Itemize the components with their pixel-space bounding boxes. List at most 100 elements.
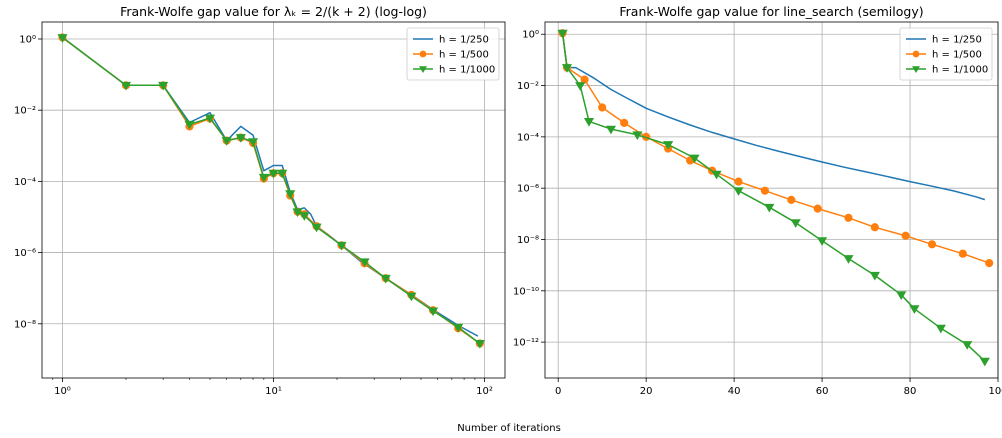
- data-point: [557, 29, 568, 39]
- data-point: [927, 240, 937, 249]
- series-2: [558, 29, 994, 268]
- chart-right-semilogy: Frank-Wolfe gap value for line_search (s…: [513, 4, 1002, 397]
- data-point: [299, 212, 310, 221]
- data-point: [277, 169, 288, 179]
- x-tick-label: 60: [816, 386, 829, 397]
- y-tick-label: 10⁻⁸: [517, 235, 539, 246]
- data-point: [985, 259, 994, 268]
- x-tick-label: 100: [988, 386, 1002, 397]
- legend-swatch-marker: [419, 66, 427, 73]
- data-point: [605, 125, 617, 135]
- data-point: [909, 305, 920, 314]
- data-point: [901, 231, 910, 240]
- legend-item: h = 1/1000: [906, 65, 988, 76]
- axes-frame: [41, 21, 506, 379]
- data-point: [896, 291, 907, 300]
- x-tick-label: 10¹: [265, 386, 282, 397]
- data-point: [734, 177, 743, 186]
- y-tick-label: 10⁻⁴: [14, 177, 36, 188]
- data-point: [843, 255, 854, 264]
- data-point: [158, 81, 169, 91]
- series-3: [557, 29, 990, 367]
- data-point: [453, 323, 464, 333]
- data-point: [962, 341, 973, 350]
- y-tick-label: 10⁻¹⁰: [513, 286, 539, 297]
- y-tick-label: 10⁻⁶: [14, 248, 36, 259]
- chart-title: Frank-Wolfe gap value for λₖ = 2/(k + 2)…: [120, 4, 427, 19]
- data-point: [620, 118, 629, 128]
- series-3: [57, 34, 485, 349]
- y-tick-label: 10⁰: [19, 34, 36, 45]
- data-point: [787, 195, 796, 204]
- legend-label: h = 1/250: [932, 35, 982, 46]
- x-tick-label: 10⁰: [54, 386, 71, 397]
- x-tick-label: 40: [728, 386, 741, 397]
- y-tick-label: 10⁻²: [14, 106, 36, 117]
- legend-label: h = 1/500: [439, 50, 489, 61]
- legend-label: h = 1/250: [439, 35, 489, 46]
- data-point: [285, 190, 296, 199]
- data-point: [663, 141, 674, 150]
- y-tick-label: 10⁻¹²: [513, 338, 539, 349]
- x-tick-label: 0: [555, 386, 561, 397]
- legend-swatch-marker: [912, 50, 920, 58]
- series-line: [561, 33, 986, 201]
- data-point: [221, 137, 232, 146]
- data-point: [184, 120, 195, 130]
- chart-title: Frank-Wolfe gap value for line_search (s…: [619, 4, 923, 19]
- legend-box: [406, 27, 500, 81]
- data-point: [359, 258, 370, 268]
- legend-swatch-marker: [419, 50, 427, 58]
- legend-label: h = 1/1000: [932, 65, 988, 76]
- series-line: [62, 36, 481, 345]
- data-point: [733, 187, 744, 196]
- y-tick-label: 10⁻⁶: [517, 184, 539, 195]
- data-point: [711, 170, 722, 180]
- data-point: [790, 219, 801, 228]
- data-point: [235, 134, 246, 143]
- data-point: [474, 340, 485, 349]
- data-point: [406, 292, 417, 302]
- legend-item: h = 1/500: [906, 50, 982, 61]
- data-point: [958, 249, 967, 258]
- data-point: [817, 237, 828, 246]
- x-tick-label: 20: [640, 386, 653, 397]
- data-point: [311, 223, 322, 233]
- data-point: [561, 64, 573, 73]
- x-tick-label: 80: [904, 386, 917, 397]
- data-point: [380, 274, 391, 284]
- series-1: [561, 33, 986, 201]
- data-point: [844, 213, 853, 222]
- axes-frame: [544, 21, 999, 379]
- y-tick-label: 10⁰: [522, 30, 539, 41]
- data-point: [689, 154, 700, 164]
- legend-item: h = 1/500: [413, 50, 489, 61]
- data-point: [258, 173, 269, 183]
- data-point: [935, 324, 946, 334]
- data-point: [57, 34, 68, 43]
- legend: h = 1/250 h = 1/500 h = 1/1000: [406, 27, 500, 81]
- data-point: [598, 103, 607, 112]
- legend-label: h = 1/1000: [439, 65, 495, 76]
- data-point: [632, 131, 643, 141]
- chart-left-loglog: Frank-Wolfe gap value for λₖ = 2/(k + 2)…: [14, 4, 506, 397]
- legend: h = 1/250 h = 1/500 h = 1/1000: [899, 27, 993, 81]
- legend-item: h = 1/1000: [413, 65, 495, 76]
- data-point: [427, 307, 439, 317]
- data-point: [870, 223, 879, 232]
- data-point: [204, 114, 216, 124]
- legend-box: [899, 27, 993, 81]
- legend-item: h = 1/250: [906, 35, 982, 46]
- data-point: [247, 138, 259, 147]
- legend-swatch-marker: [912, 66, 920, 73]
- data-point: [813, 204, 822, 213]
- data-point: [583, 117, 595, 127]
- y-tick-label: 10⁻⁸: [14, 319, 36, 330]
- y-tick-label: 10⁻⁴: [517, 132, 539, 143]
- legend-item: h = 1/250: [413, 35, 489, 46]
- data-point: [120, 81, 132, 91]
- x-tick-label: 10²: [476, 386, 493, 397]
- y-tick-label: 10⁻²: [517, 81, 539, 92]
- data-point: [764, 203, 775, 213]
